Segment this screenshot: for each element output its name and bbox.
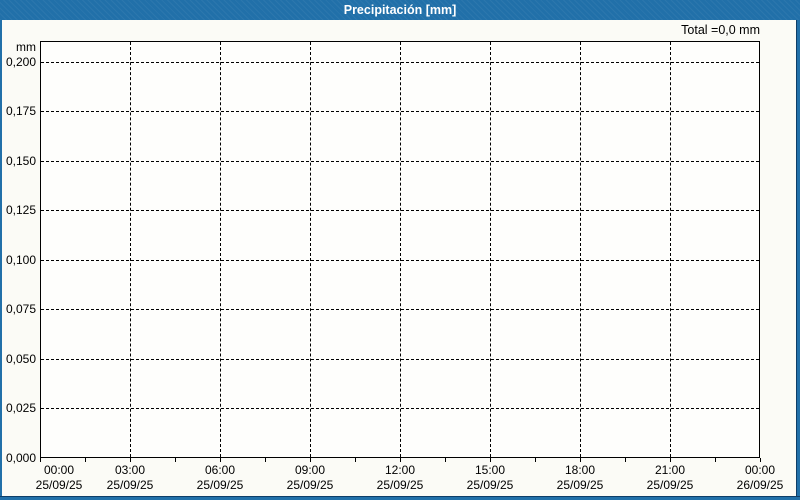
x-tick-time-label: 06:00 bbox=[204, 463, 236, 477]
x-axis-tick bbox=[490, 458, 491, 462]
total-annotation: Total =0,0 mm bbox=[681, 23, 760, 37]
x-gridline bbox=[400, 42, 401, 457]
x-axis-tick bbox=[580, 458, 581, 462]
y-tick-label: 0,025 bbox=[5, 401, 36, 415]
x-axis-tick bbox=[355, 458, 356, 462]
x-gridline bbox=[220, 42, 221, 457]
y-tick-label: 0,200 bbox=[5, 55, 36, 69]
x-tick-date-label: 25/09/25 bbox=[196, 478, 244, 492]
x-axis-tick bbox=[220, 458, 221, 462]
y-tick-label: 0,125 bbox=[5, 203, 36, 217]
window-border-bottom bbox=[0, 496, 800, 500]
x-axis-tick bbox=[445, 458, 446, 462]
x-tick-time-label: 21:00 bbox=[654, 463, 686, 477]
x-axis-tick bbox=[175, 458, 176, 462]
y-tick-label: 0,075 bbox=[5, 302, 36, 316]
x-tick-date-label: 26/09/25 bbox=[736, 478, 784, 492]
y-tick-label: 0,175 bbox=[5, 104, 36, 118]
x-tick-date-label: 25/09/25 bbox=[35, 478, 83, 492]
x-gridline bbox=[490, 42, 491, 457]
x-tick-date-label: 25/09/25 bbox=[466, 478, 514, 492]
x-axis-tick bbox=[130, 458, 131, 462]
x-axis-tick bbox=[670, 458, 671, 462]
x-tick-time-label: 09:00 bbox=[294, 463, 326, 477]
x-tick-time-label: 18:00 bbox=[564, 463, 596, 477]
x-tick-time-label: 15:00 bbox=[474, 463, 506, 477]
x-axis-tick bbox=[715, 458, 716, 462]
x-gridline bbox=[310, 42, 311, 457]
x-gridline bbox=[670, 42, 671, 457]
y-axis-unit-label: mm bbox=[16, 40, 36, 54]
window-title: Precipitación [mm] bbox=[343, 3, 457, 17]
x-axis-tick bbox=[40, 458, 41, 462]
x-gridline bbox=[580, 42, 581, 457]
y-tick-label: 0,050 bbox=[5, 352, 36, 366]
x-tick-date-label: 25/09/25 bbox=[376, 478, 424, 492]
x-tick-time-label: 12:00 bbox=[384, 463, 416, 477]
window-titlebar: Precipitación [mm] bbox=[0, 0, 800, 20]
x-axis-tick bbox=[400, 458, 401, 462]
x-axis-tick bbox=[310, 458, 311, 462]
y-tick-label: 0,150 bbox=[5, 154, 36, 168]
x-axis-tick bbox=[535, 458, 536, 462]
x-axis-tick bbox=[760, 458, 761, 462]
x-tick-date-label: 25/09/25 bbox=[646, 478, 694, 492]
window-border-left bbox=[0, 20, 2, 500]
x-tick-date-label: 25/09/25 bbox=[556, 478, 604, 492]
x-tick-time-label: 00:00 bbox=[744, 463, 776, 477]
x-axis-tick bbox=[85, 458, 86, 462]
x-axis-tick bbox=[625, 458, 626, 462]
x-tick-time-label: 00:00 bbox=[43, 463, 75, 477]
window-border-right bbox=[796, 20, 800, 500]
y-tick-label: 0,100 bbox=[5, 253, 36, 267]
x-tick-date-label: 25/09/25 bbox=[286, 478, 334, 492]
x-axis-tick bbox=[265, 458, 266, 462]
x-tick-date-label: 25/09/25 bbox=[106, 478, 154, 492]
x-tick-time-label: 03:00 bbox=[114, 463, 146, 477]
x-gridline bbox=[130, 42, 131, 457]
y-tick-label: 0,000 bbox=[5, 451, 36, 465]
